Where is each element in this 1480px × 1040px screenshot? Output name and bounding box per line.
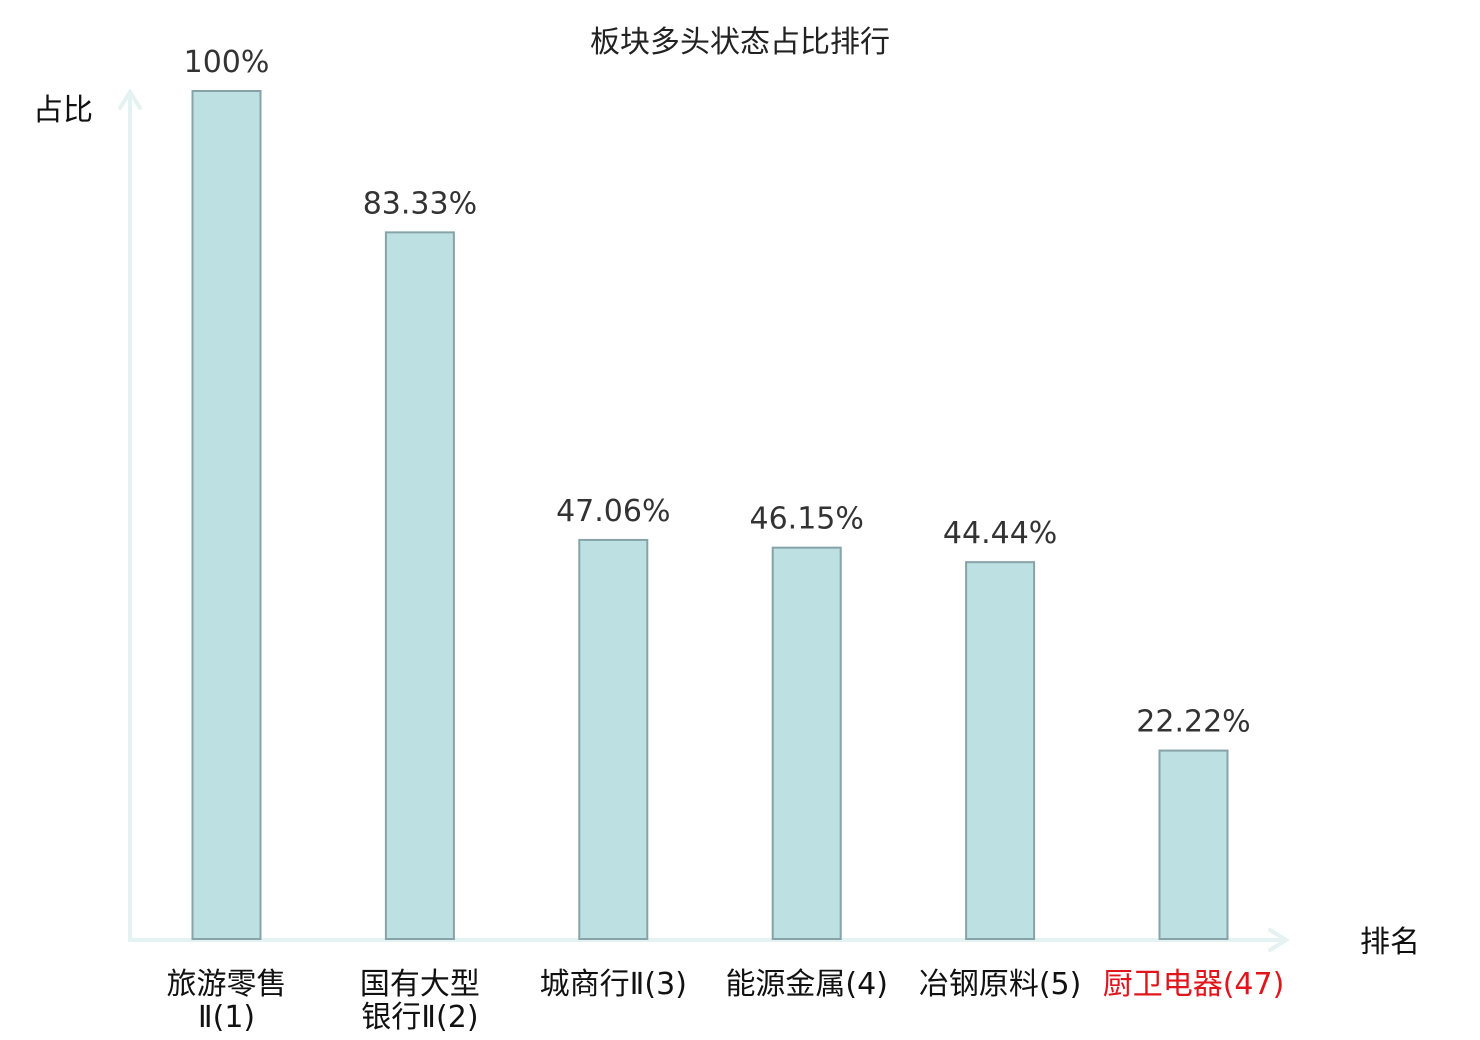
- bar-4: [771, 546, 842, 940]
- bars: [191, 90, 1229, 941]
- chart-title: 板块多头状态占比排行: [590, 25, 890, 60]
- bar-3: [578, 538, 649, 940]
- value-label-6: 22.22%: [1136, 705, 1250, 740]
- category-label-5: 冶钢原料(5): [919, 967, 1082, 1002]
- y-axis: 占比: [33, 88, 142, 942]
- category-label-6: 厨卫电器(47): [1103, 967, 1285, 1002]
- x-axis-arrow: [1268, 928, 1290, 952]
- category-label-1-line-1: 旅游零售: [167, 967, 287, 1002]
- x-axis-label: 排名: [1360, 925, 1420, 960]
- y-axis-label: 占比: [33, 93, 93, 128]
- bar-5: [965, 561, 1036, 940]
- category-label-2-line-2: 银行Ⅱ(2): [361, 1000, 478, 1035]
- category-label-1-line-2: Ⅱ(1): [198, 1000, 255, 1035]
- y-axis-arrow: [118, 88, 142, 110]
- value-label-5: 44.44%: [943, 516, 1057, 551]
- value-labels: 100% 83.33% 47.06% 46.15% 44.44% 22.22%: [184, 45, 1251, 740]
- value-label-1: 100%: [184, 45, 270, 80]
- category-label-4: 能源金属(4): [725, 967, 888, 1002]
- x-axis: 排名: [128, 925, 1420, 960]
- value-label-4: 46.15%: [750, 502, 864, 537]
- bar-2: [384, 231, 455, 941]
- bar-1: [191, 90, 262, 940]
- value-label-3: 47.06%: [556, 494, 670, 529]
- category-label-2-line-1: 国有大型: [360, 967, 480, 1002]
- category-label-3: 城商行Ⅱ(3): [540, 967, 687, 1002]
- bar-6: [1158, 749, 1229, 940]
- value-label-2: 83.33%: [363, 186, 477, 221]
